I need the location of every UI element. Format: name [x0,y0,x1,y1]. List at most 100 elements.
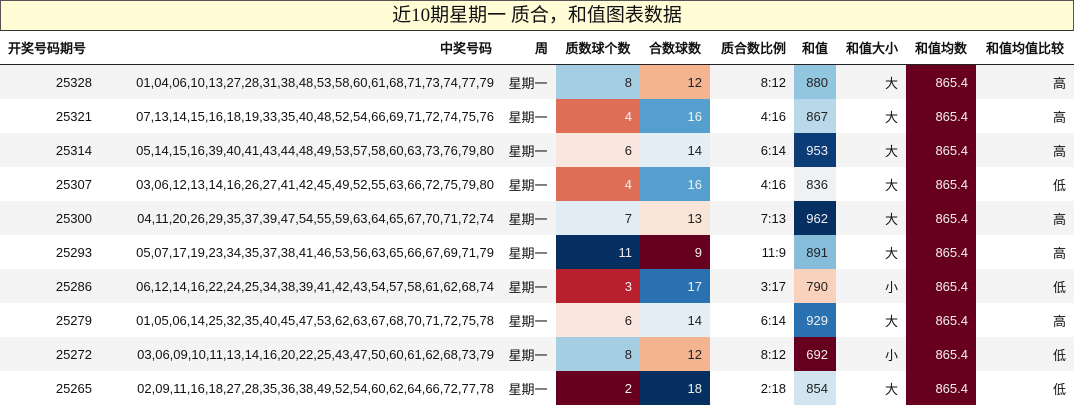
cell-sum-size: 小 [836,269,906,303]
cell-numbers: 01,05,06,14,25,32,35,40,45,47,53,62,63,6… [100,303,500,337]
cell-weekday: 星期一 [500,201,556,235]
cell-numbers: 06,12,14,16,22,24,25,34,38,39,41,42,43,5… [100,269,500,303]
cell-ratio: 4:16 [710,99,794,133]
cell-sum-avg: 865.4 [906,64,976,99]
cell-prime-count: 8 [556,64,640,99]
cell-sum-avg: 865.4 [906,99,976,133]
cell-sum: 790 [794,269,836,303]
header-period[interactable]: 开奖号码期号 [0,31,100,65]
cell-period: 25314 [0,133,100,167]
cell-sum-avg-compare: 高 [976,133,1074,167]
cell-composite-count: 17 [640,269,710,303]
header-composite-count[interactable]: 合数球数 [640,31,710,65]
cell-ratio: 8:12 [710,64,794,99]
cell-numbers: 02,09,11,16,18,27,28,35,36,38,49,52,54,6… [100,371,500,405]
cell-period: 25272 [0,337,100,371]
cell-ratio: 2:18 [710,371,794,405]
cell-weekday: 星期一 [500,167,556,201]
cell-sum-avg: 865.4 [906,337,976,371]
cell-prime-count: 6 [556,133,640,167]
cell-weekday: 星期一 [500,133,556,167]
cell-prime-count: 4 [556,167,640,201]
table-header-row: 开奖号码期号 中奖号码 周 质数球个数 合数球数 质合数比例 和值 和值大小 和… [0,31,1074,65]
cell-sum-size: 大 [836,235,906,269]
cell-ratio: 3:17 [710,269,794,303]
table-row: 25286 06,12,14,16,22,24,25,34,38,39,41,42… [0,269,1074,303]
table-row: 25314 05,14,15,16,39,40,41,43,44,48,49,53… [0,133,1074,167]
table-row: 25300 04,11,20,26,29,35,37,39,47,54,55,59… [0,201,1074,235]
cell-sum-size: 大 [836,64,906,99]
cell-ratio: 4:16 [710,167,794,201]
cell-sum-avg: 865.4 [906,235,976,269]
cell-ratio: 7:13 [710,201,794,235]
data-table: 开奖号码期号 中奖号码 周 质数球个数 合数球数 质合数比例 和值 和值大小 和… [0,31,1074,405]
table-row: 25293 05,07,17,19,23,34,35,37,38,41,46,53… [0,235,1074,269]
cell-period: 25300 [0,201,100,235]
cell-sum-avg-compare: 低 [976,269,1074,303]
cell-sum: 692 [794,337,836,371]
cell-sum: 929 [794,303,836,337]
cell-weekday: 星期一 [500,371,556,405]
cell-sum-avg: 865.4 [906,167,976,201]
cell-prime-count: 2 [556,371,640,405]
cell-sum: 854 [794,371,836,405]
header-sum-avg[interactable]: 和值均数 [906,31,976,65]
cell-sum-avg-compare: 高 [976,99,1074,133]
cell-sum-avg: 865.4 [906,201,976,235]
cell-sum-avg: 865.4 [906,303,976,337]
cell-prime-count: 8 [556,337,640,371]
cell-ratio: 6:14 [710,133,794,167]
cell-sum: 836 [794,167,836,201]
cell-numbers: 01,04,06,10,13,27,28,31,38,48,53,58,60,6… [100,64,500,99]
cell-sum-size: 大 [836,133,906,167]
cell-composite-count: 16 [640,99,710,133]
cell-weekday: 星期一 [500,269,556,303]
cell-composite-count: 14 [640,133,710,167]
cell-sum-avg-compare: 高 [976,235,1074,269]
cell-sum: 880 [794,64,836,99]
header-sum[interactable]: 和值 [794,31,836,65]
cell-weekday: 星期一 [500,99,556,133]
cell-composite-count: 9 [640,235,710,269]
cell-weekday: 星期一 [500,303,556,337]
cell-composite-count: 12 [640,64,710,99]
cell-sum-avg: 865.4 [906,269,976,303]
header-numbers[interactable]: 中奖号码 [100,31,500,65]
cell-numbers: 05,07,17,19,23,34,35,37,38,41,46,53,56,6… [100,235,500,269]
cell-sum-avg-compare: 低 [976,167,1074,201]
header-sum-avg-compare[interactable]: 和值均值比较 [976,31,1074,65]
cell-composite-count: 13 [640,201,710,235]
table-row: 25265 02,09,11,16,18,27,28,35,36,38,49,52… [0,371,1074,405]
cell-sum: 867 [794,99,836,133]
header-weekday[interactable]: 周 [500,31,556,65]
cell-composite-count: 16 [640,167,710,201]
cell-period: 25265 [0,371,100,405]
cell-sum-avg: 865.4 [906,133,976,167]
cell-sum-size: 小 [836,337,906,371]
cell-prime-count: 3 [556,269,640,303]
cell-sum-size: 大 [836,167,906,201]
cell-numbers: 07,13,14,15,16,18,19,33,35,40,48,52,54,6… [100,99,500,133]
cell-sum: 891 [794,235,836,269]
cell-numbers: 05,14,15,16,39,40,41,43,44,48,49,53,57,5… [100,133,500,167]
cell-period: 25279 [0,303,100,337]
cell-weekday: 星期一 [500,337,556,371]
cell-ratio: 6:14 [710,303,794,337]
cell-period: 25286 [0,269,100,303]
header-ratio[interactable]: 质合数比例 [710,31,794,65]
cell-period: 25321 [0,99,100,133]
header-sum-size[interactable]: 和值大小 [836,31,906,65]
cell-sum-avg-compare: 高 [976,303,1074,337]
cell-period: 25328 [0,64,100,99]
cell-ratio: 11:9 [710,235,794,269]
cell-sum-size: 大 [836,303,906,337]
cell-weekday: 星期一 [500,64,556,99]
table-row: 25307 03,06,12,13,14,16,26,27,41,42,45,49… [0,167,1074,201]
header-prime-count[interactable]: 质数球个数 [556,31,640,65]
cell-prime-count: 11 [556,235,640,269]
cell-sum-avg-compare: 低 [976,337,1074,371]
page-title: 近10期星期一 质合，和值图表数据 [0,0,1074,31]
cell-composite-count: 14 [640,303,710,337]
cell-prime-count: 7 [556,201,640,235]
cell-sum-avg-compare: 低 [976,371,1074,405]
